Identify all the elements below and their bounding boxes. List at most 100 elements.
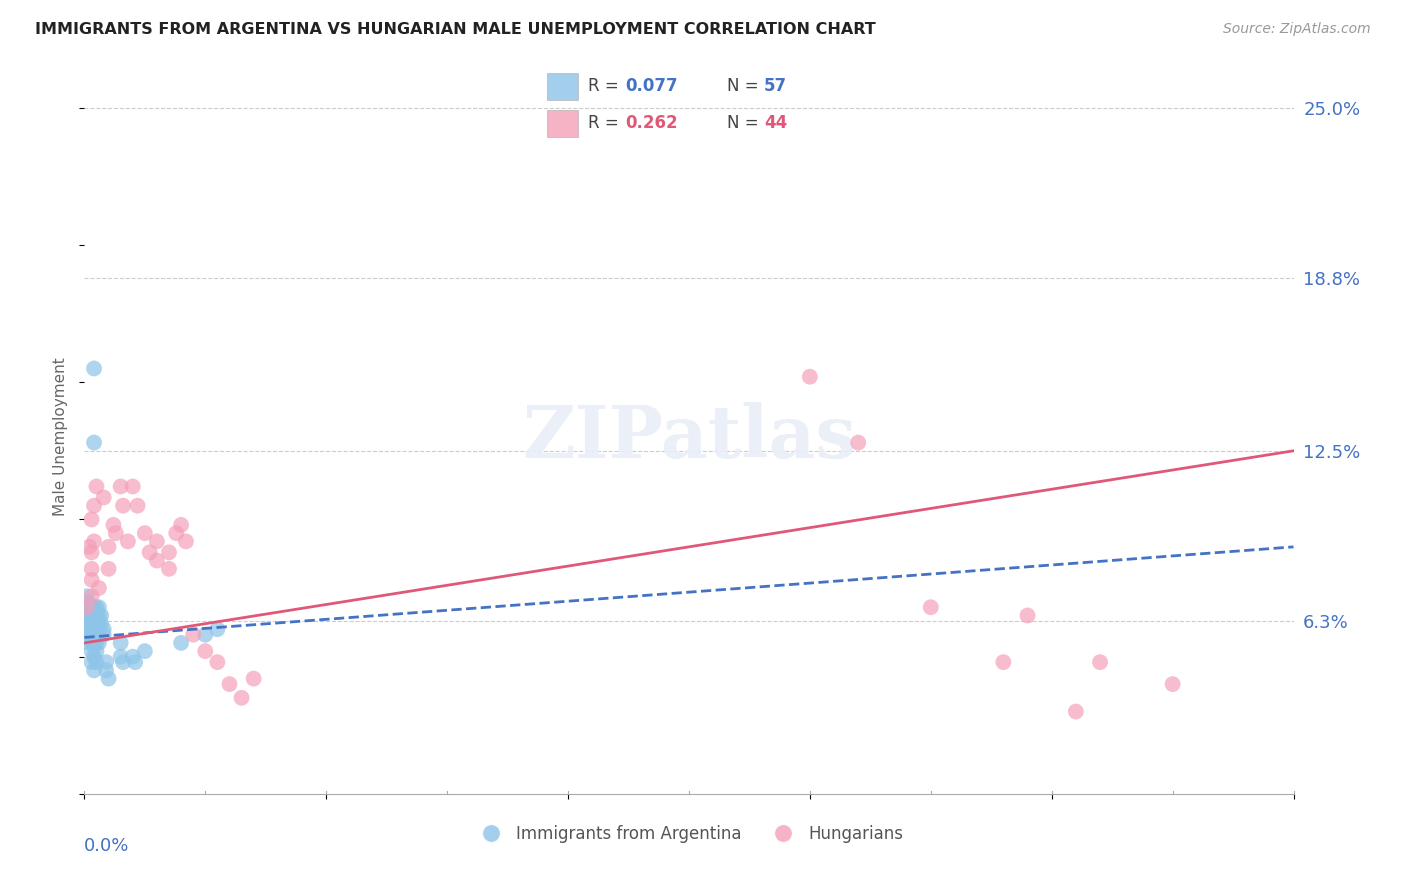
Point	[94, 664, 117, 678]
Point	[77, 540, 100, 554]
Legend: Immigrants from Argentina, Hungarians: Immigrants from Argentina, Hungarians	[468, 819, 910, 850]
Point	[87, 600, 110, 615]
Text: N =: N =	[727, 78, 763, 95]
Text: 0.262: 0.262	[624, 114, 678, 132]
Point	[83, 649, 105, 664]
Point	[80, 608, 103, 623]
Point	[86, 616, 108, 631]
Point	[86, 479, 108, 493]
Point	[77, 614, 100, 628]
Point	[146, 553, 169, 567]
Point	[110, 649, 132, 664]
Point	[110, 479, 132, 493]
Point	[170, 517, 193, 532]
Point	[93, 628, 115, 642]
Text: R =: R =	[588, 78, 624, 95]
Point	[80, 644, 103, 658]
Point	[194, 628, 217, 642]
Point	[76, 595, 98, 609]
Point	[110, 636, 132, 650]
Point	[76, 608, 98, 623]
Point	[83, 600, 105, 615]
Point	[76, 600, 98, 615]
Point	[138, 545, 160, 559]
Point	[94, 655, 117, 669]
Text: 44: 44	[763, 114, 787, 132]
Point	[121, 479, 143, 493]
Y-axis label: Male Unemployment: Male Unemployment	[53, 358, 69, 516]
Point	[80, 600, 103, 615]
Text: IMMIGRANTS FROM ARGENTINA VS HUNGARIAN MALE UNEMPLOYMENT CORRELATION CHART: IMMIGRANTS FROM ARGENTINA VS HUNGARIAN M…	[35, 22, 876, 37]
Point	[846, 435, 869, 450]
Point	[83, 608, 105, 623]
Point	[170, 636, 193, 650]
Point	[1017, 608, 1039, 623]
Point	[174, 534, 197, 549]
Point	[194, 644, 217, 658]
Point	[242, 672, 264, 686]
FancyBboxPatch shape	[547, 72, 578, 100]
Point	[77, 598, 100, 612]
Point	[146, 534, 169, 549]
Point	[97, 540, 120, 554]
Point	[86, 608, 108, 623]
Point	[80, 512, 103, 526]
Point	[993, 655, 1015, 669]
Point	[80, 655, 103, 669]
Point	[77, 600, 100, 615]
Point	[83, 534, 105, 549]
Point	[121, 649, 143, 664]
Point	[77, 622, 100, 636]
Point	[127, 499, 149, 513]
Text: 57: 57	[763, 78, 787, 95]
Point	[112, 655, 135, 669]
Point	[80, 606, 103, 620]
Point	[218, 677, 240, 691]
Point	[76, 600, 98, 615]
Point	[90, 616, 112, 631]
Point	[165, 526, 187, 541]
Point	[112, 499, 135, 513]
Point	[157, 545, 180, 559]
Text: R =: R =	[588, 114, 624, 132]
Point	[77, 603, 100, 617]
Point	[83, 664, 105, 678]
Point	[1161, 677, 1184, 691]
Point	[87, 616, 110, 631]
FancyBboxPatch shape	[547, 110, 578, 137]
Text: N =: N =	[727, 114, 763, 132]
Point	[86, 636, 108, 650]
Point	[87, 608, 110, 623]
Point	[1064, 705, 1087, 719]
Point	[920, 600, 942, 615]
Text: 0.0%: 0.0%	[84, 837, 129, 855]
Point	[134, 526, 156, 541]
Point	[83, 361, 105, 376]
Point	[87, 581, 110, 595]
Point	[90, 608, 112, 623]
Point	[1088, 655, 1111, 669]
Point	[80, 589, 103, 603]
Point	[86, 600, 108, 615]
Point	[83, 636, 105, 650]
Point	[86, 628, 108, 642]
Text: ZIPatlas: ZIPatlas	[522, 401, 856, 473]
Point	[76, 614, 98, 628]
Point	[77, 636, 100, 650]
Point	[87, 636, 110, 650]
Point	[93, 491, 115, 505]
Point	[80, 562, 103, 576]
Point	[231, 690, 253, 705]
Point	[86, 644, 108, 658]
Point	[157, 562, 180, 576]
Point	[80, 573, 103, 587]
Point	[80, 636, 103, 650]
Point	[124, 655, 146, 669]
Point	[80, 616, 103, 631]
Point	[207, 655, 229, 669]
Text: Source: ZipAtlas.com: Source: ZipAtlas.com	[1223, 22, 1371, 37]
Point	[799, 369, 821, 384]
Point	[97, 672, 120, 686]
Point	[207, 622, 229, 636]
Point	[83, 499, 105, 513]
